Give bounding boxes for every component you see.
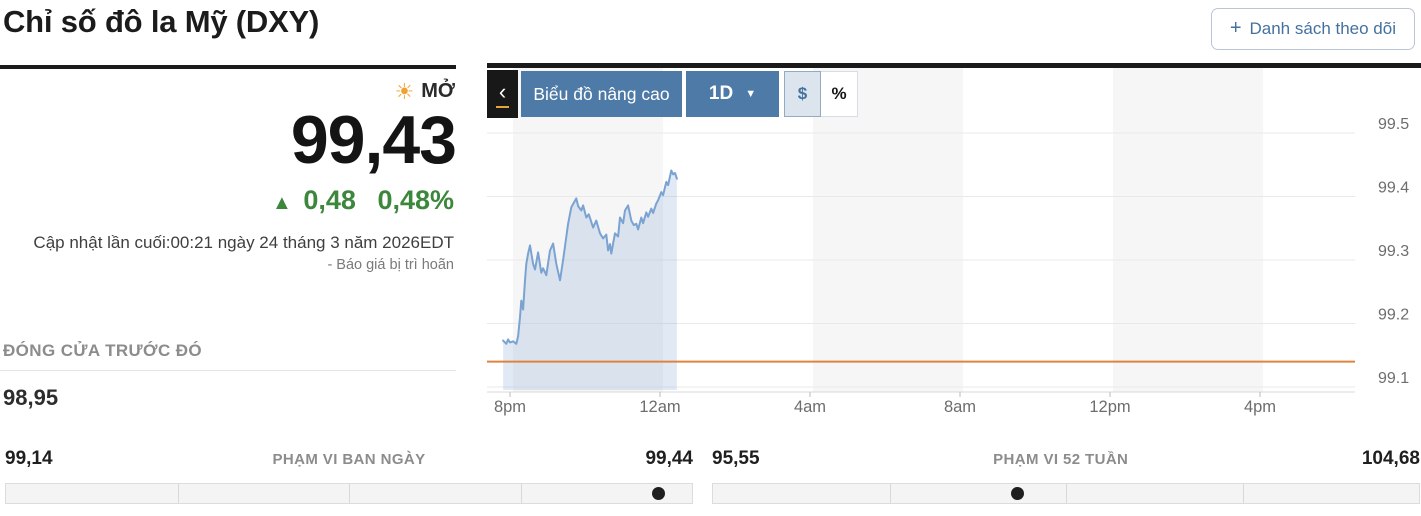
percent-toggle-button[interactable]: % — [821, 71, 858, 117]
track-separator — [1066, 484, 1067, 503]
svg-text:8pm: 8pm — [494, 398, 526, 416]
up-arrow-icon: ▲ — [272, 192, 292, 214]
week52-range-indicator-dot — [1010, 487, 1024, 500]
day-range-low: 99,14 — [5, 448, 53, 469]
track-separator — [177, 484, 179, 503]
svg-text:4am: 4am — [794, 398, 826, 416]
day-range-indicator-dot — [651, 487, 665, 500]
chart-toolbar: ‹ Biểu đồ nâng cao 1D ▼ $ % — [487, 70, 858, 118]
svg-text:8am: 8am — [944, 398, 976, 416]
divider — [0, 370, 456, 371]
open-label: MỞ — [421, 80, 455, 102]
week52-range-title: PHẠM VI 52 TUẦN — [993, 451, 1129, 468]
week52-range-labels: 95,55 PHẠM VI 52 TUẦN 104,68 — [712, 448, 1420, 474]
plus-icon: + — [1229, 16, 1242, 39]
dollar-toggle-button[interactable]: $ — [784, 71, 821, 117]
back-accent-bar — [496, 105, 509, 108]
last-price: 99,43 — [290, 102, 457, 178]
week52-range-track — [712, 483, 1420, 504]
intraday-chart[interactable]: 99.5 99.4 99.3 99.2 99.1 8pm 12am 4am 8am 12pm 4pm — [483, 60, 1421, 420]
time-range-dropdown[interactable]: 1D ▼ — [686, 71, 779, 117]
svg-text:4pm: 4pm — [1244, 398, 1276, 416]
week52-range-block: 95,55 PHẠM VI 52 TUẦN 104,68 — [712, 448, 1420, 504]
day-range-title: PHẠM VI BAN NGÀY — [272, 451, 426, 468]
svg-text:12am: 12am — [639, 398, 680, 416]
svg-text:12pm: 12pm — [1089, 398, 1130, 416]
day-range-labels: 99,14 PHẠM VI BAN NGÀY 99,44 — [5, 448, 693, 474]
page-title: Chỉ số đô la Mỹ (DXY) — [3, 4, 320, 39]
watchlist-button-label: Danh sách theo dõi — [1249, 19, 1397, 38]
week52-range-high: 104,68 — [1361, 448, 1420, 469]
time-range-value: 1D — [708, 83, 734, 104]
delayed-quote-note: - Báo giá bị trì hoãn — [327, 257, 454, 273]
back-button[interactable]: ‹ — [487, 70, 518, 118]
unit-toggle: $ % — [784, 71, 858, 117]
day-range-block: 99,14 PHẠM VI BAN NGÀY 99,44 — [5, 448, 693, 504]
track-separator — [520, 484, 522, 503]
track-separator — [889, 484, 891, 503]
prev-close-label: ĐÓNG CỬA TRƯỚC ĐÓ — [3, 341, 203, 360]
market-open-row: ☀ MỞ — [395, 80, 455, 103]
svg-text:99.2: 99.2 — [1378, 307, 1409, 324]
price-change: 0,48 — [303, 185, 356, 215]
chart-top-bar — [487, 63, 1421, 68]
svg-text:99.3: 99.3 — [1378, 243, 1409, 260]
svg-text:99.4: 99.4 — [1378, 180, 1409, 197]
svg-text:99.1: 99.1 — [1378, 370, 1409, 387]
title-rule — [0, 65, 456, 69]
advanced-chart-button[interactable]: Biểu đồ nâng cao — [521, 71, 682, 117]
sun-icon: ☀ — [394, 78, 415, 104]
day-range-high: 99,44 — [645, 448, 693, 469]
chevron-left-icon: ‹ — [498, 78, 507, 104]
quote-panel: ☀ MỞ 99,43 ▲ 0,48 0,48% Cập nhật lần cuố… — [0, 0, 457, 516]
prev-close-value: 98,95 — [3, 385, 59, 410]
svg-text:99.5: 99.5 — [1378, 116, 1409, 133]
add-watchlist-button[interactable]: + Danh sách theo dõi — [1210, 8, 1415, 50]
track-separator — [1242, 484, 1244, 503]
last-updated-text: Cập nhật lần cuối:00:21 ngày 24 tháng 3 … — [33, 233, 454, 252]
price-change-row: ▲ 0,48 0,48% — [272, 185, 454, 216]
track-separator — [349, 484, 350, 503]
chevron-down-icon: ▼ — [745, 88, 757, 100]
day-range-track — [5, 483, 693, 504]
week52-range-low: 95,55 — [712, 448, 760, 469]
price-change-pct: 0,48% — [377, 185, 454, 215]
